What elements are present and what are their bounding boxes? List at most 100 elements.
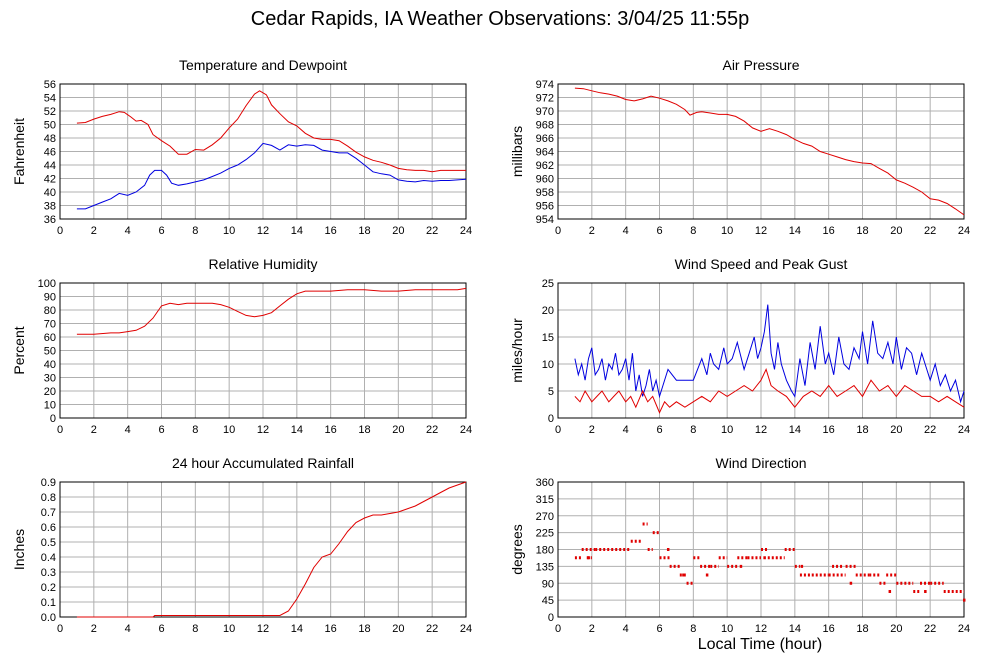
direction-x-tick-label: 4 xyxy=(623,623,629,635)
temperature-x-tick-label: 2 xyxy=(91,225,97,237)
humidity-series-line-0 xyxy=(76,287,467,335)
direction-x-tick-label: 10 xyxy=(721,623,733,635)
temperature-y-tick-label: 54 xyxy=(44,93,56,105)
rainfall-y-tick-label: 0.7 xyxy=(41,507,56,519)
rainfall-frame xyxy=(59,481,467,618)
direction-title: Wind Direction xyxy=(715,455,806,471)
wind-x-tick-label: 14 xyxy=(789,424,801,436)
rainfall-y-tick-label: 0.5 xyxy=(41,537,56,549)
humidity-x-tick-label: 12 xyxy=(257,424,269,436)
pressure-y-tick-label: 960 xyxy=(536,174,554,186)
rainfall-x-tick-label: 16 xyxy=(325,623,337,635)
direction-direction-point xyxy=(587,556,590,560)
wind-frame xyxy=(557,282,965,419)
rainfall-y-tick-label: 0.3 xyxy=(41,567,56,579)
temperature-series-line-1 xyxy=(76,142,467,210)
direction-direction-point xyxy=(800,564,804,568)
page-title: Cedar Rapids, IA Weather Observations: 3… xyxy=(250,8,750,30)
rainfall-x-tick-label: 8 xyxy=(192,623,198,635)
temperature-x-tick-label: 22 xyxy=(426,225,438,237)
pressure-y-tick-label: 966 xyxy=(536,133,554,145)
temperature-x-tick-label: 24 xyxy=(460,225,472,237)
humidity-x-tick-label: 14 xyxy=(291,424,303,436)
pressure-y-tick-label: 962 xyxy=(536,160,554,172)
wind-y-tick-label: 20 xyxy=(542,305,554,317)
rainfall-x-tick-label: 20 xyxy=(392,623,404,635)
wind-x-tick-label: 18 xyxy=(856,424,868,436)
temperature-y-tick-label: 38 xyxy=(44,201,56,213)
temperature-series-line-0 xyxy=(76,90,466,173)
rainfall-x-tick-label: 14 xyxy=(291,623,303,635)
direction-y-tick-label: 45 xyxy=(542,595,554,607)
pressure-x-tick-label: 22 xyxy=(924,225,936,237)
temperature-x-tick-label: 16 xyxy=(325,225,337,237)
direction-x-tick-label: 6 xyxy=(656,623,662,635)
rainfall-x-tick-label: 2 xyxy=(91,623,97,635)
rainfall-x-tick-label: 12 xyxy=(257,623,269,635)
humidity-x-tick-label: 16 xyxy=(325,424,337,436)
humidity-y-tick-label: 60 xyxy=(44,332,56,344)
humidity-y-tick-label: 90 xyxy=(44,292,56,304)
direction-x-tick-label: 18 xyxy=(856,623,868,635)
direction-direction-point xyxy=(849,581,853,585)
wind-x-tick-label: 4 xyxy=(623,424,629,436)
temperature-x-tick-label: 14 xyxy=(291,225,303,237)
humidity-x-tick-label: 10 xyxy=(223,424,235,436)
temperature-x-tick-label: 12 xyxy=(257,225,269,237)
humidity-y-tick-label: 50 xyxy=(44,346,56,358)
wind-x-tick-label: 2 xyxy=(589,424,595,436)
humidity-x-tick-label: 2 xyxy=(91,424,97,436)
rainfall-y-tick-label: 0.1 xyxy=(41,597,56,609)
temperature-x-tick-label: 18 xyxy=(358,225,370,237)
wind-series-line-0 xyxy=(574,304,965,404)
humidity-y-tick-label: 80 xyxy=(44,305,56,317)
pressure-x-tick-label: 18 xyxy=(856,225,868,237)
humidity-x-tick-label: 0 xyxy=(57,424,63,436)
direction-y-tick-label: 90 xyxy=(542,578,554,590)
temperature-y-axis-label: Fahrenheit xyxy=(11,118,27,185)
rainfall-title: 24 hour Accumulated Rainfall xyxy=(172,455,354,471)
pressure-y-tick-label: 972 xyxy=(536,93,554,105)
direction-y-tick-label: 180 xyxy=(536,545,554,557)
rainfall-y-tick-label: 0.6 xyxy=(41,522,56,534)
rainfall-x-tick-label: 0 xyxy=(57,623,63,635)
direction-x-tick-label: 16 xyxy=(823,623,835,635)
direction-x-tick-label: 22 xyxy=(924,623,936,635)
direction-y-tick-label: 270 xyxy=(536,511,554,523)
wind-x-tick-label: 16 xyxy=(823,424,835,436)
direction-frame xyxy=(557,481,965,618)
direction-y-tick-label: 360 xyxy=(536,477,554,489)
pressure-y-tick-label: 954 xyxy=(536,214,554,226)
direction-x-tick-label: 14 xyxy=(789,623,801,635)
temperature-x-tick-label: 20 xyxy=(392,225,404,237)
pressure-y-axis-label: millibars xyxy=(509,126,525,177)
temperature-title: Temperature and Dewpoint xyxy=(179,57,347,73)
pressure-frame xyxy=(557,83,965,220)
temperature-x-tick-label: 10 xyxy=(223,225,235,237)
humidity-x-tick-label: 8 xyxy=(192,424,198,436)
pressure-y-tick-label: 956 xyxy=(536,201,554,213)
humidity-frame xyxy=(59,282,467,419)
pressure-x-tick-label: 2 xyxy=(589,225,595,237)
pressure-y-tick-label: 968 xyxy=(536,120,554,132)
wind-x-tick-label: 8 xyxy=(690,424,696,436)
temperature-y-tick-label: 42 xyxy=(44,174,56,186)
pressure-x-tick-label: 16 xyxy=(823,225,835,237)
pressure-x-tick-label: 14 xyxy=(789,225,801,237)
humidity-y-tick-label: 0 xyxy=(50,413,56,425)
direction-x-tick-label: 2 xyxy=(589,623,595,635)
temperature-y-tick-label: 36 xyxy=(44,214,56,226)
temperature-x-tick-label: 6 xyxy=(158,225,164,237)
direction-direction-point xyxy=(924,590,927,593)
direction-y-axis-label: degrees xyxy=(509,524,525,575)
pressure-x-tick-label: 8 xyxy=(690,225,696,237)
humidity-y-tick-label: 20 xyxy=(44,386,56,398)
wind-y-tick-label: 25 xyxy=(542,278,554,290)
temperature-frame xyxy=(59,83,467,220)
rainfall-y-tick-label: 0.4 xyxy=(41,552,56,564)
direction-y-tick-label: 0 xyxy=(548,612,554,624)
wind-x-tick-label: 20 xyxy=(890,424,902,436)
rainfall-x-tick-label: 6 xyxy=(158,623,164,635)
direction-direction-point xyxy=(963,598,966,602)
direction-x-tick-label: 12 xyxy=(755,623,767,635)
